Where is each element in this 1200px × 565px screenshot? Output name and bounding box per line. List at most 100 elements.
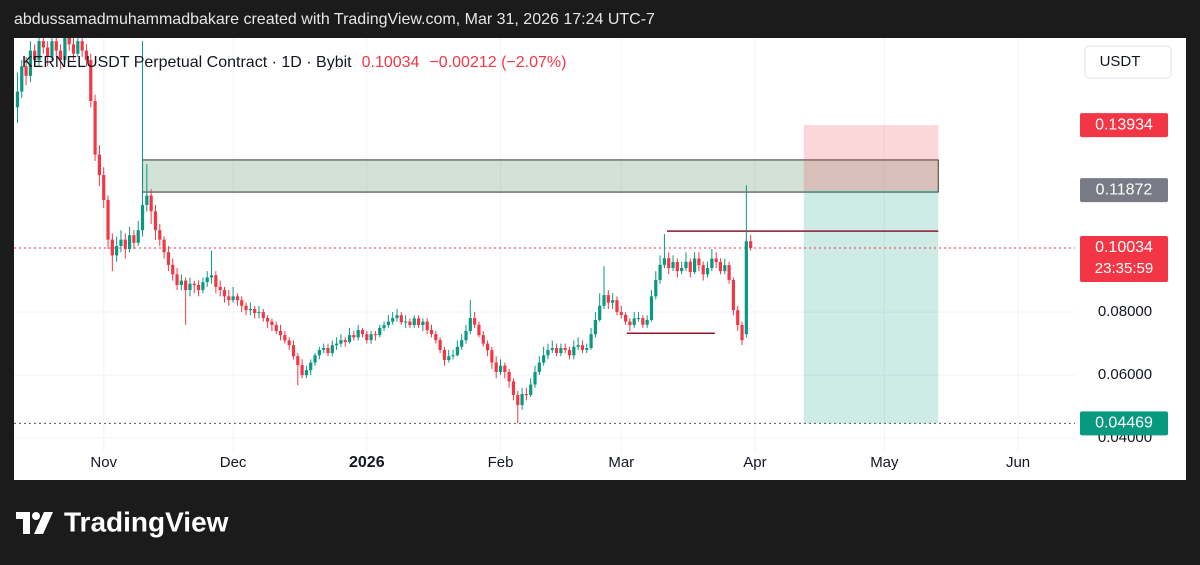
candle-body <box>740 325 744 341</box>
candle-body <box>343 340 347 343</box>
price-badge-label: 0.13934 <box>1095 116 1153 133</box>
candle-body <box>326 348 330 354</box>
candle-body <box>84 50 89 61</box>
candle-body <box>287 340 291 346</box>
candle-body <box>559 348 563 354</box>
candle-body <box>576 345 580 347</box>
candle-body <box>46 47 50 57</box>
candle-body <box>524 394 528 396</box>
candle-body <box>67 38 71 45</box>
candle-body <box>218 286 222 291</box>
candle-body <box>123 239 127 250</box>
stop-area <box>803 125 939 191</box>
candle-body <box>196 285 201 291</box>
candle-body <box>201 282 205 291</box>
candle-body <box>490 350 494 363</box>
candle-body <box>580 345 585 350</box>
candle-body <box>127 235 132 250</box>
axes: Nov Dec 2026 Feb Mar Apr May Jun0.040000.060000… <box>90 113 1168 471</box>
chart-area <box>14 38 1186 480</box>
candle-body <box>606 295 610 303</box>
candle-body <box>563 348 567 350</box>
candle-body <box>339 340 343 344</box>
candle-body <box>93 101 97 155</box>
candle-body <box>373 334 378 336</box>
candle-body <box>408 321 412 326</box>
candle-body <box>727 265 731 280</box>
candle-body <box>33 50 37 61</box>
candle-body <box>451 355 455 357</box>
candle-body <box>382 325 386 328</box>
candle-body <box>179 280 183 286</box>
candle-body <box>313 355 317 363</box>
candle-body <box>54 41 58 51</box>
y-tick-label: 0.06000 <box>1098 366 1152 383</box>
candle-body <box>76 41 80 54</box>
candle-body <box>481 335 485 344</box>
candle-body <box>175 274 179 286</box>
candle-body <box>671 262 675 268</box>
candle-body <box>322 348 326 350</box>
candle-body <box>369 334 373 341</box>
candle-body <box>188 283 192 291</box>
currency-box[interactable] <box>1084 45 1172 79</box>
candle-body <box>296 356 300 366</box>
candle-body <box>485 343 490 351</box>
candle-body <box>468 318 472 332</box>
x-tick-label: Mar <box>608 454 634 471</box>
candle-body <box>97 154 101 176</box>
candle-body <box>550 348 554 350</box>
candle-body <box>641 318 645 325</box>
candle-body <box>309 362 313 371</box>
candle-body <box>63 38 67 61</box>
candle-body <box>209 275 214 278</box>
candle-body <box>593 319 597 335</box>
x-tick-label: Jun <box>1006 454 1030 471</box>
candle-body <box>20 66 24 92</box>
candle-body <box>421 321 425 326</box>
y-tick-label: 0.08000 <box>1098 303 1152 320</box>
x-tick-label: Feb <box>488 454 514 471</box>
candle-body <box>429 330 434 335</box>
candle-body <box>477 324 481 336</box>
price-badge <box>1080 178 1168 203</box>
candle-body <box>503 365 507 372</box>
candle-body <box>537 362 541 372</box>
candle-body <box>731 279 736 311</box>
candle-body <box>692 258 697 273</box>
candle-body <box>645 319 649 325</box>
candle-body <box>248 308 252 311</box>
candle-body <box>153 211 158 231</box>
footer-brand: TradingView <box>64 506 229 537</box>
candle-body <box>464 331 468 341</box>
candle-body <box>391 318 395 322</box>
candle-body <box>697 258 701 266</box>
candle-body <box>192 283 196 286</box>
currency[interactable]: USDT <box>1100 53 1141 70</box>
candle-body <box>140 204 145 231</box>
candle-body <box>115 245 119 256</box>
candle-body <box>266 318 270 322</box>
candle-body <box>623 314 628 322</box>
candle-body <box>442 349 447 360</box>
x-tick-label: Dec <box>220 454 247 471</box>
candle-body <box>567 349 572 356</box>
grid <box>14 38 1075 452</box>
candle-body <box>649 296 654 320</box>
candle-body <box>723 265 727 272</box>
legend-price: 0.10034 <box>362 54 420 71</box>
candle-body <box>278 331 283 336</box>
candle-body <box>274 325 278 332</box>
candle-body <box>516 394 520 406</box>
candle-body <box>718 262 723 272</box>
candle-body <box>291 345 296 357</box>
candle-body <box>80 41 84 51</box>
x-tick-label: 2026 <box>349 454 385 471</box>
candle-body <box>749 241 753 249</box>
candle-body <box>744 241 748 335</box>
price-badge-label: 0.04469 <box>1095 415 1153 432</box>
candle-body <box>330 345 334 354</box>
candle-body <box>119 239 123 246</box>
candle-body <box>335 343 339 346</box>
candle-body <box>166 252 171 265</box>
